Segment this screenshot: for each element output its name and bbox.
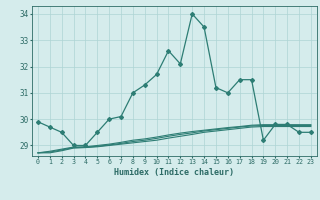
X-axis label: Humidex (Indice chaleur): Humidex (Indice chaleur) [115, 168, 234, 177]
